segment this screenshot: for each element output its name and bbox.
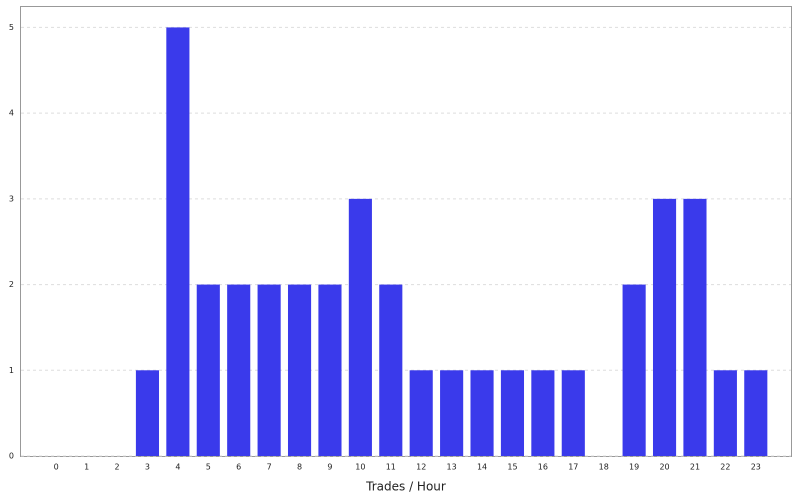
x-tick-label: 22: [720, 463, 730, 472]
bar: [379, 284, 403, 456]
y-tick-label: 0: [9, 452, 14, 461]
x-tick-label: 17: [568, 463, 578, 472]
x-tick-label: 5: [206, 463, 211, 472]
x-tick-label: 0: [54, 463, 59, 472]
bar: [166, 27, 190, 457]
x-tick-label: 9: [327, 463, 332, 472]
y-tick-label: 1: [9, 366, 14, 375]
x-tick-label: 18: [599, 463, 609, 472]
y-tick-label: 3: [9, 194, 14, 203]
x-tick-label: 8: [297, 463, 302, 472]
y-tick-label: 5: [9, 23, 14, 32]
bar: [135, 370, 160, 456]
bar: [561, 370, 585, 456]
bar: [348, 198, 372, 456]
x-tick-label: 10: [355, 463, 365, 472]
bar: [622, 284, 646, 456]
bar: [196, 284, 220, 456]
bar: [470, 370, 494, 456]
x-tick-label: 23: [751, 463, 761, 472]
x-tick-label: 19: [629, 463, 639, 472]
y-tick-label: 4: [9, 109, 14, 118]
x-tick-label: 21: [690, 463, 700, 472]
x-tick-label: 3: [145, 463, 150, 472]
bar: [409, 370, 433, 456]
bar: [287, 284, 312, 456]
x-tick-label: 7: [267, 463, 272, 472]
x-tick-label: 13: [447, 463, 457, 472]
x-tick-label: 16: [538, 463, 548, 472]
bar: [318, 284, 342, 456]
bar: [683, 198, 707, 456]
x-tick-label: 11: [386, 463, 396, 472]
x-axis-label: Trades / Hour: [365, 480, 446, 494]
x-tick-label: 14: [477, 463, 487, 472]
bar: [440, 370, 464, 456]
bar: [652, 198, 677, 456]
x-tick-label: 2: [114, 463, 119, 472]
bar: [744, 370, 768, 456]
y-tick-label: 2: [9, 280, 14, 289]
x-tick-label: 12: [416, 463, 426, 472]
bar: [500, 370, 525, 456]
bar: [713, 370, 737, 456]
x-tick-label: 15: [507, 463, 517, 472]
bar: [257, 284, 281, 456]
x-tick-label: 20: [659, 463, 669, 472]
bar: [531, 370, 555, 456]
x-tick-label: 4: [175, 463, 180, 472]
bar: [227, 284, 251, 456]
x-tick-label: 6: [236, 463, 241, 472]
x-tick-label: 1: [84, 463, 89, 472]
